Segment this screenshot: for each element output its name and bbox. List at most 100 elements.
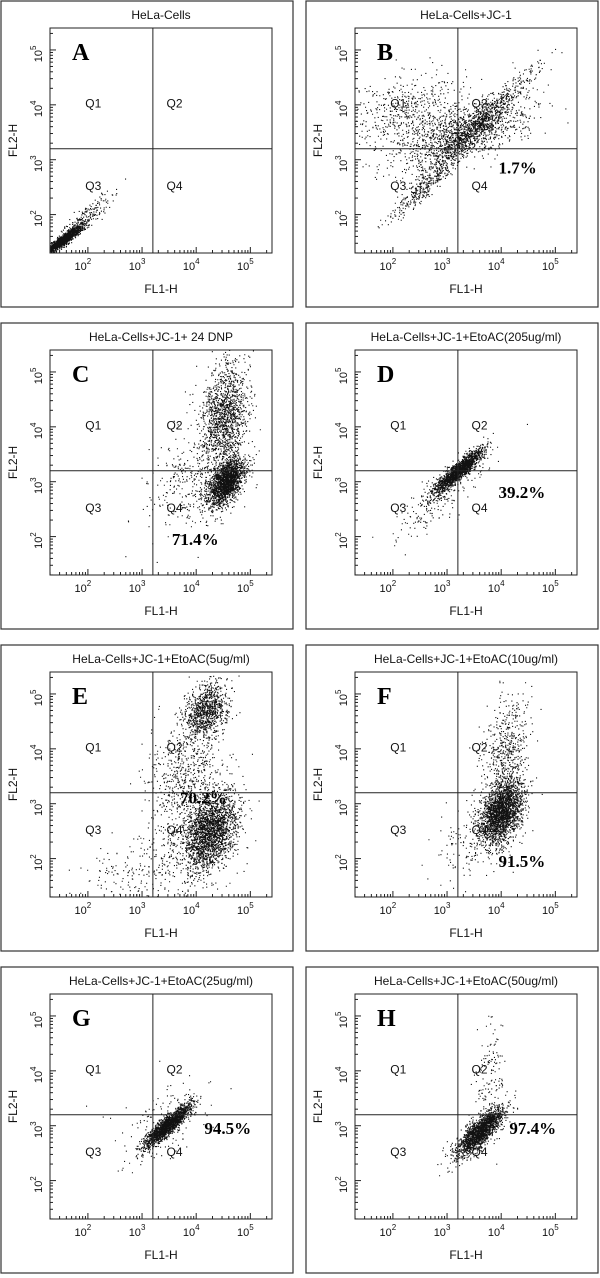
quadrant-label-q1: Q1 xyxy=(390,419,406,433)
panel-letter: F xyxy=(377,684,392,710)
scatter-points xyxy=(86,1060,232,1174)
x-axis-label: FL1-H xyxy=(449,926,482,940)
panel-title: HeLa-Cells+JC-1 xyxy=(420,8,512,22)
quadrant-label-q2: Q2 xyxy=(472,1063,488,1077)
quadrant-label-q3: Q3 xyxy=(390,501,406,515)
panel-border xyxy=(305,644,599,952)
scatter-points xyxy=(421,680,543,893)
scatter-points xyxy=(125,350,261,563)
y-axis-label: FL2-H xyxy=(6,124,20,157)
scatter-points xyxy=(437,1015,519,1177)
x-tick-label: 105 xyxy=(542,901,559,917)
quadrant-label-q4: Q4 xyxy=(167,1145,183,1159)
y-tick-label: 103 xyxy=(334,477,350,494)
plot-area xyxy=(354,993,578,1220)
y-axis-label: FL2-H xyxy=(6,768,20,801)
x-tick-label: 102 xyxy=(75,257,92,273)
panel-letter: E xyxy=(72,684,88,710)
plot-area xyxy=(354,349,578,576)
panel-e: HeLa-Cells+JC-1+EtoAC(5ug/ml) 102 102 103 10… xyxy=(0,644,294,952)
x-axis-label: FL1-H xyxy=(449,604,482,618)
x-tick-label: 103 xyxy=(129,901,146,917)
quadrant-label-q1: Q1 xyxy=(85,97,101,111)
x-tick-label: 103 xyxy=(434,579,451,595)
quadrant-label-q4: Q4 xyxy=(472,1145,488,1159)
y-tick-label: 102 xyxy=(334,532,350,549)
panel-border xyxy=(0,644,294,952)
event-dots xyxy=(372,423,528,556)
y-tick-label: 103 xyxy=(29,477,45,494)
quadrant-label-q1: Q1 xyxy=(85,1063,101,1077)
event-dots xyxy=(86,1060,232,1174)
panel-letter: A xyxy=(72,40,90,66)
x-tick-label: 104 xyxy=(183,901,200,917)
scatter-points xyxy=(372,423,528,556)
x-tick-label: 105 xyxy=(237,901,254,917)
panel-title: HeLa-Cells+JC-1+EtoAC(5ug/ml) xyxy=(72,652,249,666)
x-tick-label: 105 xyxy=(237,1223,254,1239)
quadrant-percentage: 1.7% xyxy=(498,158,536,177)
x-tick-label: 104 xyxy=(183,1223,200,1239)
quadrant-label-q4: Q4 xyxy=(167,823,183,837)
x-tick-label: 103 xyxy=(129,579,146,595)
panel-letter: H xyxy=(377,1006,396,1032)
y-tick-label: 104 xyxy=(29,422,45,439)
y-tick-label: 104 xyxy=(334,744,350,761)
plot-area xyxy=(354,27,578,254)
y-tick-label: 102 xyxy=(29,854,45,871)
x-axis-label: FL1-H xyxy=(449,1248,482,1262)
y-tick-label: 103 xyxy=(334,155,350,172)
panel-title: HeLa-Cells+JC-1+EtoAC(25ug/ml) xyxy=(69,974,253,988)
x-axis-label: FL1-H xyxy=(449,282,482,296)
y-tick-label: 104 xyxy=(29,744,45,761)
scatter-points xyxy=(50,675,260,897)
panel-border xyxy=(0,322,294,630)
x-tick-label: 105 xyxy=(237,579,254,595)
panel-letter: D xyxy=(377,362,394,388)
panel-c: HeLa-Cells+JC-1+ 24 DNP 102 102 103 103 104 10… xyxy=(0,322,294,630)
event-dots xyxy=(437,1015,519,1177)
quadrant-label-q3: Q3 xyxy=(390,179,406,193)
x-tick-label: 102 xyxy=(380,1223,397,1239)
panel-letter: B xyxy=(377,40,393,66)
quadrant-label-q2: Q2 xyxy=(472,97,488,111)
panel-title: HeLa-Cells xyxy=(131,8,190,22)
quadrant-percentage: 70.2% xyxy=(180,789,227,808)
x-axis-label: FL1-H xyxy=(144,604,177,618)
y-tick-label: 105 xyxy=(29,45,45,62)
x-tick-label: 103 xyxy=(129,1223,146,1239)
x-tick-label: 104 xyxy=(488,579,505,595)
quadrant-label-q2: Q2 xyxy=(167,1063,183,1077)
plot-area xyxy=(354,671,578,898)
quadrant-percentage: 91.5% xyxy=(498,852,545,871)
x-axis-label: FL1-H xyxy=(144,926,177,940)
y-tick-label: 103 xyxy=(29,155,45,172)
panel-border xyxy=(305,966,599,1274)
event-dots xyxy=(50,675,260,897)
x-tick-label: 102 xyxy=(380,257,397,273)
quadrant-label-q4: Q4 xyxy=(472,179,488,193)
x-tick-label: 102 xyxy=(380,901,397,917)
y-tick-label: 102 xyxy=(334,854,350,871)
panel-h: HeLa-Cells+JC-1+EtoAC(50ug/ml) 102 102 103 1… xyxy=(305,966,599,1274)
x-tick-label: 103 xyxy=(434,901,451,917)
x-tick-label: 104 xyxy=(183,257,200,273)
y-tick-label: 104 xyxy=(334,422,350,439)
x-tick-label: 102 xyxy=(75,579,92,595)
quadrant-label-q3: Q3 xyxy=(85,179,101,193)
panel-f: HeLa-Cells+JC-1+EtoAC(10ug/ml) 102 102 103 1… xyxy=(305,644,599,952)
event-dots xyxy=(50,178,127,253)
scatter-points xyxy=(355,48,569,229)
quadrant-label-q1: Q1 xyxy=(85,741,101,755)
y-tick-label: 104 xyxy=(29,1066,45,1083)
y-tick-label: 103 xyxy=(29,1121,45,1138)
quadrant-label-q3: Q3 xyxy=(85,1145,101,1159)
x-axis-label: FL1-H xyxy=(144,1248,177,1262)
x-tick-label: 103 xyxy=(434,1223,451,1239)
x-tick-label: 104 xyxy=(488,1223,505,1239)
y-axis-label: FL2-H xyxy=(311,1090,325,1123)
panel-letter: C xyxy=(72,362,89,388)
quadrant-label-q2: Q2 xyxy=(167,97,183,111)
quadrant-label-q4: Q4 xyxy=(167,179,183,193)
y-tick-label: 102 xyxy=(29,532,45,549)
